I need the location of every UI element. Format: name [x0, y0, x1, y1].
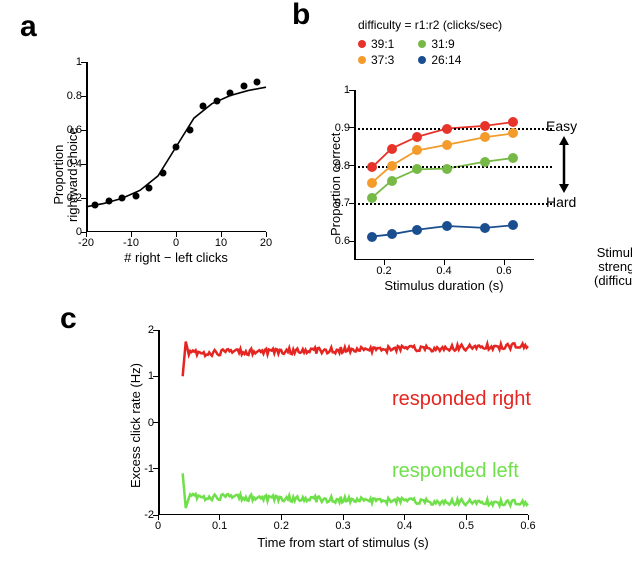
plot-c-lines — [158, 330, 528, 515]
tick-label: 0 — [56, 226, 82, 238]
data-point — [508, 117, 518, 127]
tick-label: 0 — [164, 237, 188, 249]
data-point — [442, 164, 452, 174]
data-point — [387, 144, 397, 154]
tick-label: 0.6 — [492, 265, 516, 277]
data-point — [480, 132, 490, 142]
data-point — [367, 162, 377, 172]
data-point — [227, 89, 234, 96]
guide-line — [354, 166, 552, 168]
panel-label-b: b — [292, 0, 310, 32]
responded-right-label: responded right — [392, 388, 531, 411]
plot-b-right-label: Stimulus strength(difficulty) — [594, 246, 632, 288]
tick-label: 0.3 — [331, 520, 355, 532]
data-point — [367, 178, 377, 188]
plot-b-ylabel: Proportion correct — [328, 133, 343, 236]
tick-label: 1 — [326, 84, 350, 96]
tick-label: 20 — [254, 237, 278, 249]
data-point — [173, 144, 180, 151]
data-point — [387, 229, 397, 239]
data-point — [367, 232, 377, 242]
legend-item: 37:3 — [358, 52, 394, 68]
tick-label: 0.4 — [393, 520, 417, 532]
guide-line — [354, 203, 552, 205]
tick-label: 0.8 — [56, 90, 82, 102]
tick-label: 0 — [146, 520, 170, 532]
tick-label: -10 — [119, 237, 143, 249]
data-point — [119, 195, 126, 202]
panel-label-c: c — [60, 302, 77, 336]
plot-b-lines — [354, 90, 534, 260]
data-point — [367, 193, 377, 203]
hard-label: Hard — [546, 194, 576, 210]
plot-b-xlabel: Stimulus duration (s) — [354, 278, 534, 293]
data-point — [240, 82, 247, 89]
data-point — [412, 225, 422, 235]
data-point — [387, 176, 397, 186]
tick-label: 0.2 — [269, 520, 293, 532]
plot-b-legend: difficulty = r1:r2 (clicks/sec) 39:1 37:… — [358, 18, 588, 68]
data-point — [480, 223, 490, 233]
guide-line — [354, 128, 552, 130]
data-point — [92, 201, 99, 208]
data-point — [132, 193, 139, 200]
data-point — [146, 184, 153, 191]
data-point — [480, 157, 490, 167]
tick-label: 0.6 — [326, 235, 350, 247]
data-point — [442, 221, 452, 231]
tick-label: 0.5 — [454, 520, 478, 532]
tick-label: 0.1 — [208, 520, 232, 532]
data-point — [387, 161, 397, 171]
data-point — [412, 164, 422, 174]
tick-label: -2 — [134, 509, 154, 521]
tick-label: 2 — [134, 324, 154, 336]
tick-label: 10 — [209, 237, 233, 249]
panel-label-a: a — [20, 10, 37, 44]
plot-a-xlabel: # right − left clicks — [86, 250, 266, 265]
data-point — [412, 132, 422, 142]
data-point — [159, 169, 166, 176]
tick-label: 1 — [56, 56, 82, 68]
data-point — [105, 198, 112, 205]
plot-b: 0.20.40.60.60.70.80.91 — [354, 90, 534, 260]
legend-title: difficulty = r1:r2 (clicks/sec) — [358, 18, 588, 32]
data-point — [480, 121, 490, 131]
tick-label: 0.6 — [516, 520, 540, 532]
tick-label: 0.4 — [432, 265, 456, 277]
tick-label: -20 — [74, 237, 98, 249]
data-point — [508, 128, 518, 138]
data-point — [186, 127, 193, 134]
data-point — [442, 140, 452, 150]
legend-item: 26:14 — [418, 52, 461, 68]
data-point — [412, 145, 422, 155]
tick-label: 0.2 — [372, 265, 396, 277]
data-point — [508, 153, 518, 163]
plot-a-ylabel: Proportionrightward choice — [52, 127, 80, 222]
easy-label: Easy — [546, 118, 577, 134]
data-point — [213, 98, 220, 105]
data-point — [254, 79, 261, 86]
plot-c-xlabel: Time from start of stimulus (s) — [158, 535, 528, 550]
data-point — [442, 124, 452, 134]
data-point — [200, 103, 207, 110]
legend-item: 39:1 — [358, 36, 394, 52]
difficulty-arrow-icon — [556, 136, 572, 194]
plot-c: 00.10.20.30.40.50.6-2-1012 — [158, 330, 528, 515]
legend-item: 31:9 — [418, 36, 461, 52]
figure-root: a b c -20-100102000.20.40.60.81 Proporti… — [0, 0, 632, 568]
plot-a: -20-100102000.20.40.60.81 — [86, 62, 266, 232]
plot-c-ylabel: Excess click rate (Hz) — [128, 363, 143, 488]
data-point — [508, 220, 518, 230]
responded-left-label: responded left — [392, 460, 519, 483]
